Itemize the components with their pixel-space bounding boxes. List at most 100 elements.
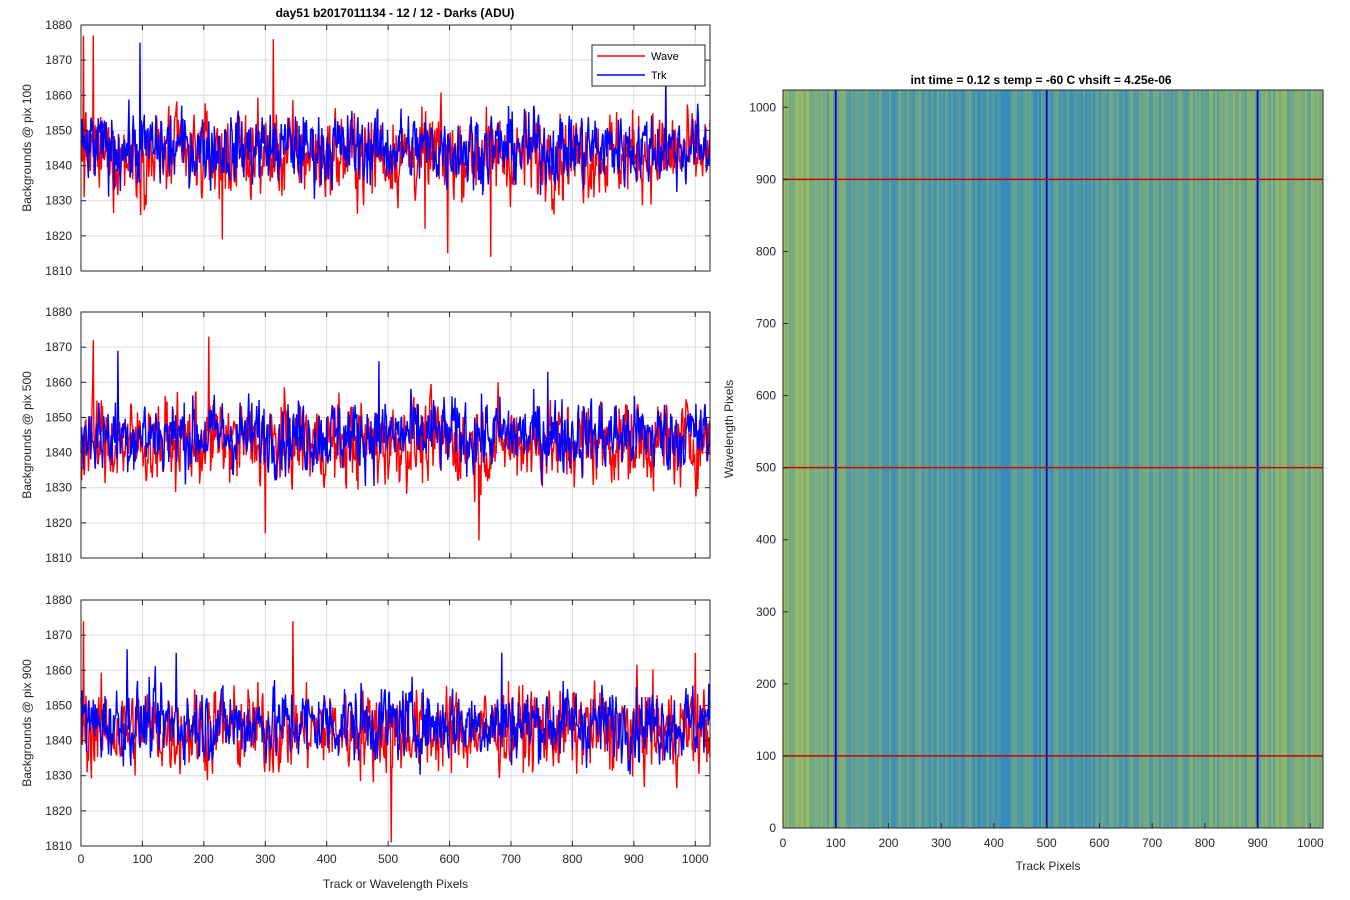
heatmap-column: [905, 90, 908, 828]
heatmap-column: [1165, 90, 1168, 828]
heatmap-column: [1239, 90, 1242, 828]
axes-frame: [782, 89, 1324, 829]
heatmap-column: [895, 90, 898, 828]
y-tick-label: 1810: [45, 551, 72, 565]
heatmap-column: [927, 90, 930, 828]
heatmap-column: [899, 90, 902, 828]
y-tick-label: 1870: [45, 53, 72, 67]
heatmap-column: [969, 90, 972, 828]
heatmap-column: [887, 90, 890, 828]
heatmap-column: [811, 90, 814, 828]
heatmap-column: [1169, 90, 1172, 828]
heatmap-column: [901, 90, 904, 828]
x-tick-label: 0: [780, 836, 787, 850]
heatmap-column: [1159, 90, 1162, 828]
heatmap-column: [1103, 90, 1106, 828]
x-tick-label: 800: [1195, 836, 1215, 850]
heatmap-column: [913, 90, 916, 828]
heatmap-column: [1157, 90, 1160, 828]
heatmap-column: [1307, 90, 1310, 828]
x-tick-label: 900: [624, 852, 644, 866]
heatmap-column: [1281, 90, 1284, 828]
heatmap-column: [949, 90, 952, 828]
heatmap-column: [863, 90, 866, 828]
heatmap-column: [1163, 90, 1166, 828]
y-tick-label: 1840: [45, 734, 72, 748]
y-tick-label: 1860: [45, 375, 72, 389]
y-tick-label: 1810: [45, 839, 72, 853]
heatmap-column: [1283, 90, 1286, 828]
legend-label-wave: Wave: [651, 51, 679, 63]
heatmap-column: [1201, 90, 1204, 828]
heatmap-column: [877, 90, 880, 828]
heatmap-column: [1219, 90, 1222, 828]
heatmap-column: [1051, 90, 1054, 828]
y-tick-label: 300: [756, 605, 776, 619]
heatmap-column: [1305, 90, 1308, 828]
heatmap-column: [1235, 90, 1238, 828]
heatmap-column: [995, 90, 998, 828]
heatmap-column: [1317, 90, 1320, 828]
heatmap-column: [893, 90, 896, 828]
heatmap-column: [929, 90, 932, 828]
heatmap-column: [959, 90, 962, 828]
heatmap-column: [1087, 90, 1090, 828]
heatmap-column: [993, 90, 996, 828]
heatmap-column: [1189, 90, 1192, 828]
heatmap-column: [1309, 90, 1312, 828]
heatmap-column: [845, 90, 848, 828]
heatmap-column: [1043, 90, 1046, 828]
x-tick-label: 400: [317, 852, 337, 866]
x-tick-label: 700: [1142, 836, 1162, 850]
heatmap-column: [1297, 90, 1300, 828]
heatmap-column: [973, 90, 976, 828]
heatmap-column: [1181, 90, 1184, 828]
y-tick-label: 1880: [45, 593, 72, 607]
y-tick-label: 1820: [45, 804, 72, 818]
heatmap-column: [1057, 90, 1060, 828]
heatmap-column: [1285, 90, 1288, 828]
heatmap-column: [1225, 90, 1228, 828]
heatmap-column: [951, 90, 954, 828]
heatmap-plot: 0 100 200 300 400 500 600 700 800 900 1000 0 100 200 3…: [722, 73, 1324, 873]
heatmap-column: [1247, 90, 1250, 828]
heatmap-column: [817, 90, 820, 828]
heatmap-column: [1135, 90, 1138, 828]
heatmap-column: [1019, 90, 1022, 828]
heatmap-column: [825, 90, 828, 828]
heatmap-column: [907, 90, 910, 828]
x-tick-label: 100: [826, 836, 846, 850]
heatmap-column: [987, 90, 990, 828]
heatmap-column: [795, 90, 798, 828]
heatmap-column: [1265, 90, 1268, 828]
x-tick-label: 400: [984, 836, 1004, 850]
x-tick-label: 300: [931, 836, 951, 850]
heatmap-column: [1137, 90, 1140, 828]
heatmap-column: [909, 90, 912, 828]
heatmap-column: [1067, 90, 1070, 828]
y-tick-label: 1870: [45, 340, 72, 354]
heatmap-column: [1211, 90, 1214, 828]
heatmap-column: [1251, 90, 1254, 828]
y-tick-label: 1830: [45, 769, 72, 783]
y-tick-label: 1830: [45, 481, 72, 495]
heatmap-column: [1167, 90, 1170, 828]
heatmap-column: [839, 90, 842, 828]
heatmap-column: [1197, 90, 1200, 828]
heatmap-column: [1069, 90, 1072, 828]
heatmap-column: [1279, 90, 1282, 828]
heatmap-column: [1191, 90, 1194, 828]
heatmap-column: [789, 90, 792, 828]
heatmap-column: [849, 90, 852, 828]
y-tick-label: 1860: [45, 88, 72, 102]
heatmap-column: [1231, 90, 1234, 828]
heatmap-column: [1151, 90, 1154, 828]
y-axis-label: Backgrounds @ pix 100: [20, 84, 34, 212]
heatmap-column: [1059, 90, 1062, 828]
heatmap-column: [1041, 90, 1044, 828]
x-tick-label: 200: [878, 836, 898, 850]
heatmap-column: [947, 90, 950, 828]
heatmap-column: [1205, 90, 1208, 828]
heatmap-column: [1073, 90, 1076, 828]
